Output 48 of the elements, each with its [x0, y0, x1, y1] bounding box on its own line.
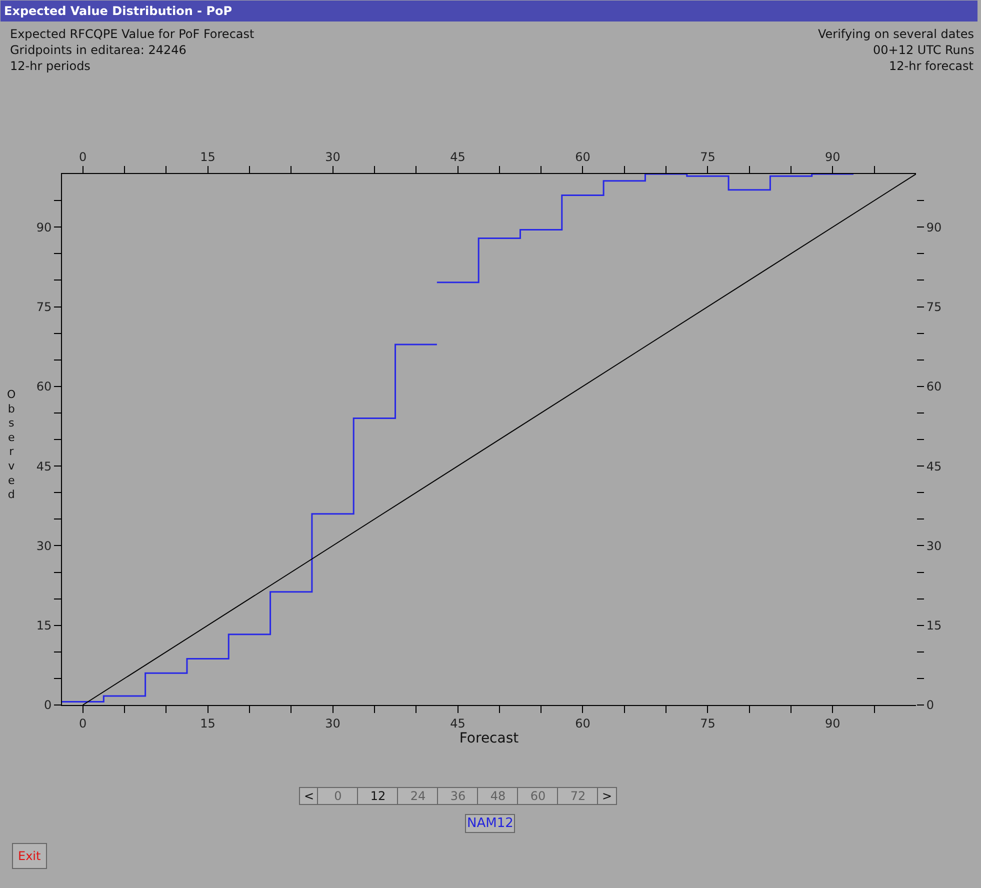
y-tick-label: 30 — [36, 538, 52, 553]
y-tick-label: 45 — [36, 459, 52, 474]
x-axis-title: Forecast — [459, 730, 520, 746]
y-tick-label: 0 — [44, 698, 52, 712]
text: 12-hr forecast — [889, 59, 974, 73]
x-tick-label: 75 — [700, 150, 716, 164]
x-tick-label: 90 — [825, 150, 840, 164]
y-tick-label: 15 — [36, 618, 52, 633]
x2-tick-label: 75 — [700, 716, 716, 730]
text: Gridpoints in editarea: 24246 — [10, 43, 186, 57]
x-tick-label: 30 — [325, 150, 340, 164]
y-axis-title: Observed — [7, 388, 16, 502]
text: 12-hr periods — [10, 59, 90, 73]
y-tick-label: 90 — [36, 220, 52, 234]
text: 60 — [530, 789, 546, 803]
text: Expected RFCQPE Value for PoF Forecast — [10, 27, 255, 41]
x2-tick-label: 30 — [325, 716, 340, 730]
text: Verifying on several dates — [818, 27, 974, 41]
text: 0 — [334, 789, 342, 803]
x2-tick-label: 60 — [575, 716, 590, 730]
y2-tick-label: 0 — [926, 698, 934, 712]
x2-tick-label: 15 — [200, 716, 216, 730]
text: 72 — [570, 789, 586, 803]
text: 36 — [450, 789, 466, 803]
chart-title: Expected Value Distribution - PoP — [4, 4, 232, 18]
y2-tick-label: 45 — [926, 459, 942, 474]
x2-tick-label: 45 — [450, 716, 466, 730]
text: 00+12 UTC Runs — [873, 43, 974, 57]
x2-tick-label: 90 — [825, 716, 840, 730]
text: 48 — [490, 789, 506, 803]
x-tick-label: 45 — [450, 150, 466, 164]
text: < — [304, 789, 314, 803]
text: 24 — [410, 789, 426, 803]
text: Exit — [18, 849, 42, 863]
y-tick-label: 60 — [36, 380, 52, 394]
y2-tick-label: 30 — [926, 538, 942, 553]
y-tick-label: 75 — [36, 300, 52, 314]
text: > — [602, 789, 612, 803]
text: 12 — [370, 789, 386, 803]
x2-tick-label: 0 — [79, 716, 87, 730]
y2-tick-label: 75 — [926, 300, 942, 314]
text: NAM12 — [467, 816, 514, 831]
x-tick-label: 60 — [575, 150, 590, 164]
y2-tick-label: 60 — [926, 380, 942, 394]
x-tick-label: 0 — [79, 150, 87, 164]
y2-tick-label: 15 — [926, 618, 942, 633]
y2-tick-label: 90 — [926, 220, 942, 234]
x-tick-label: 15 — [200, 150, 216, 164]
